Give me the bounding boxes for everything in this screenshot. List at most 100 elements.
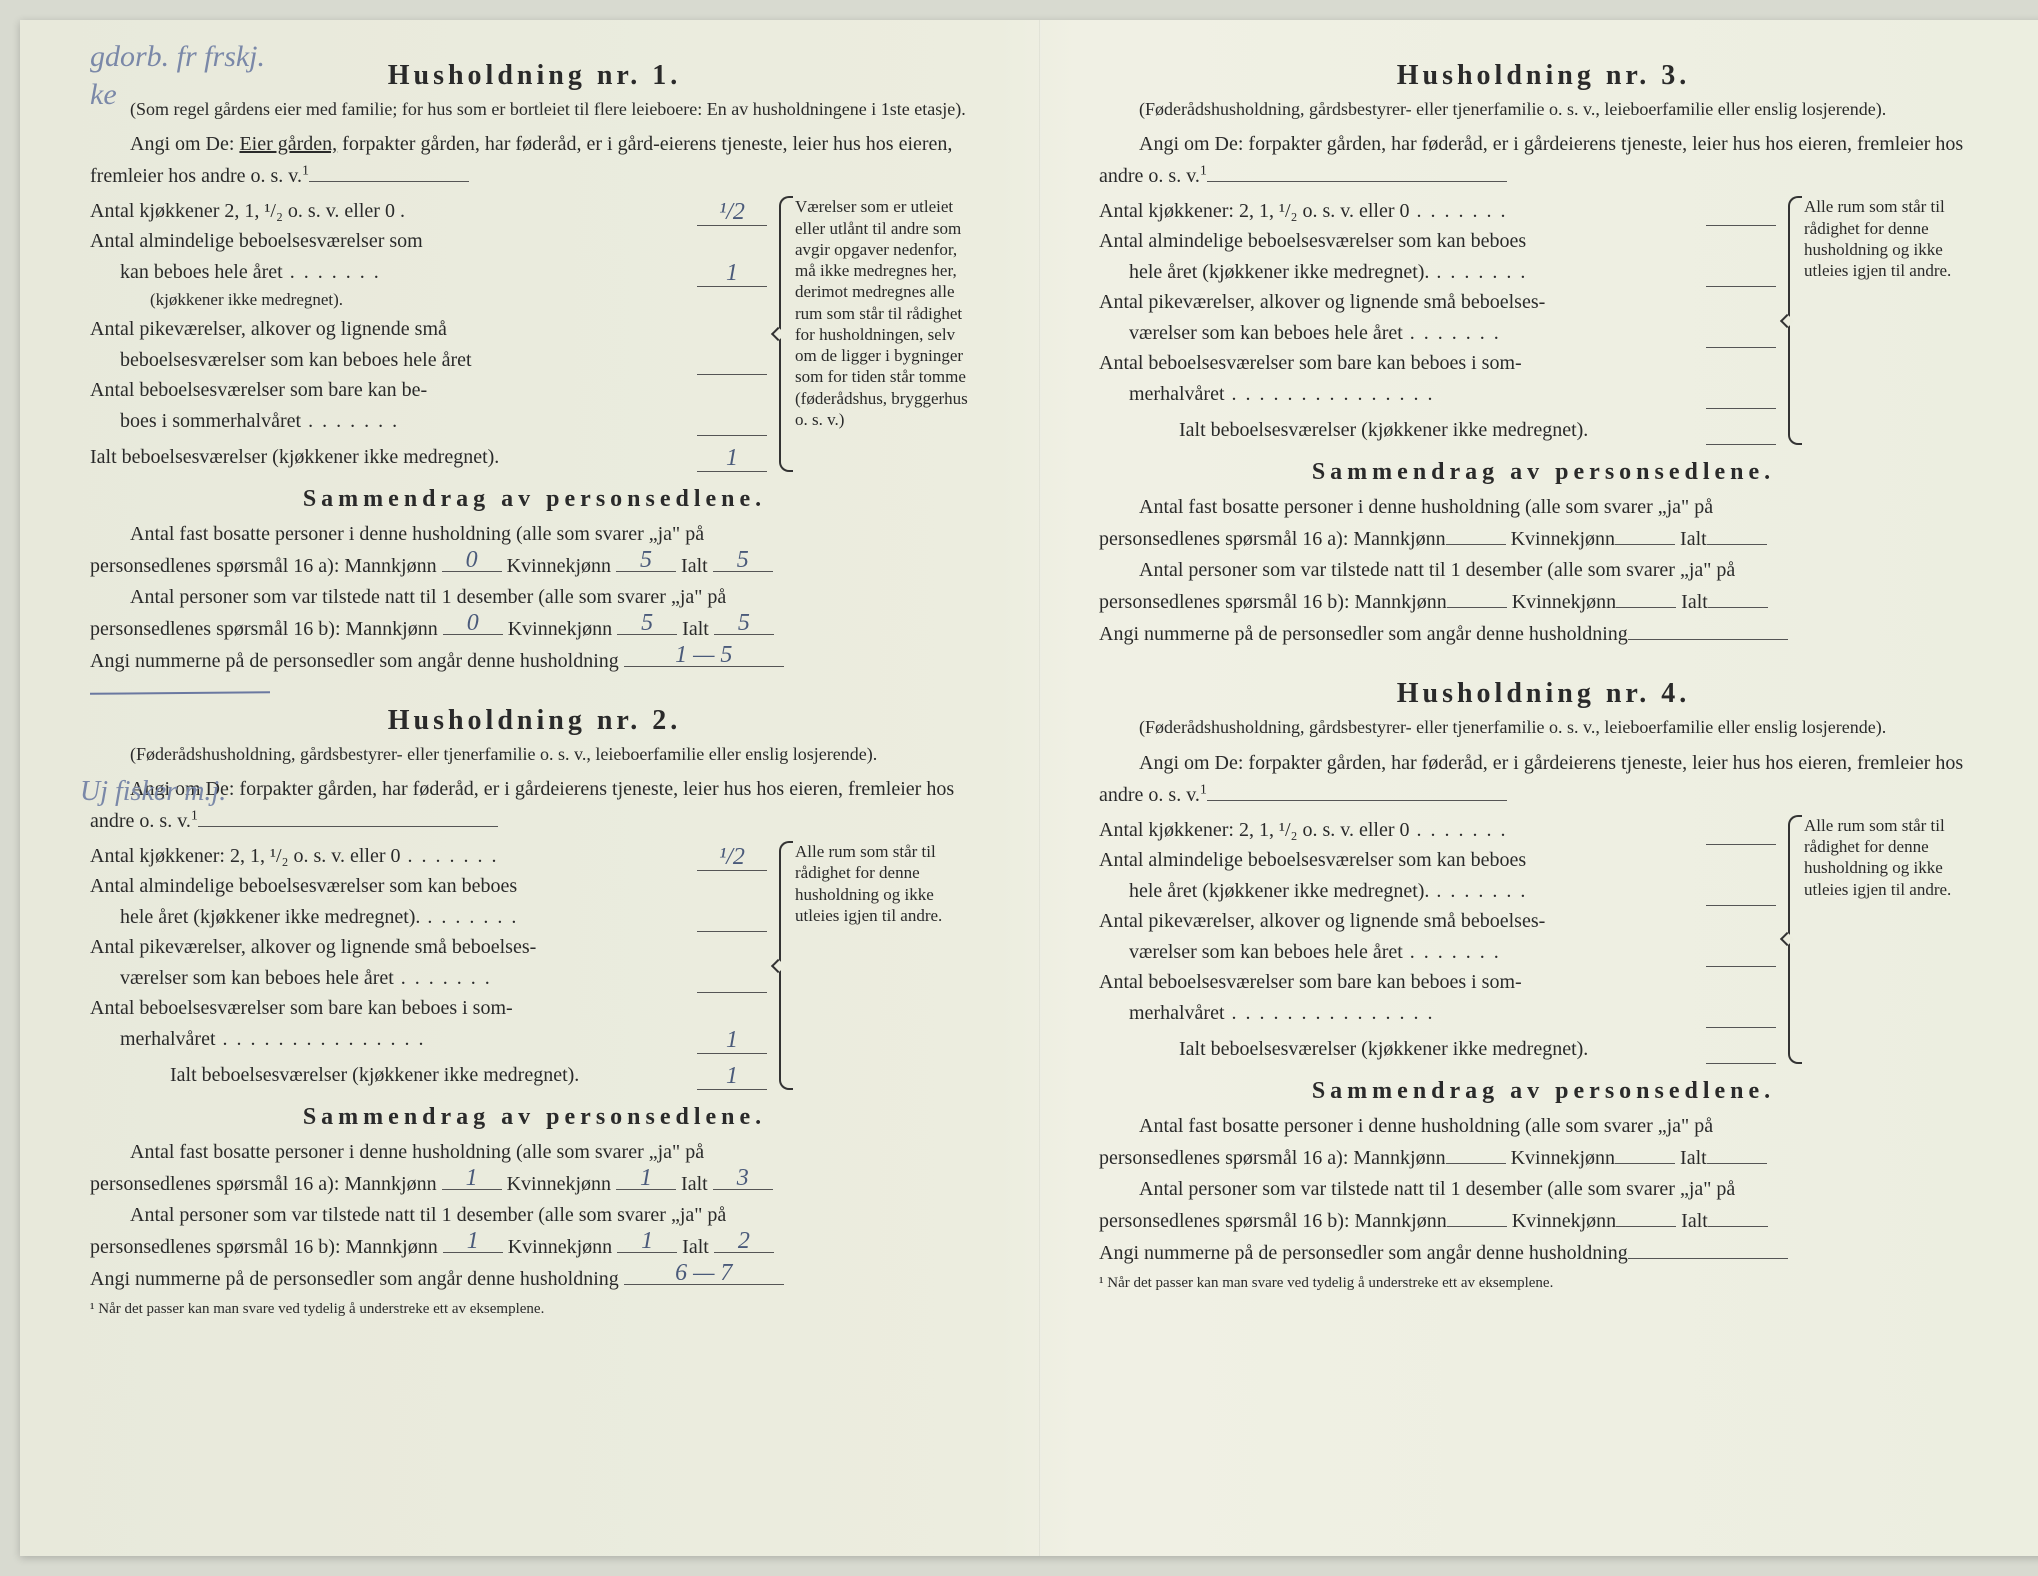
h2-fast-ialt-h: 3	[737, 1160, 749, 1197]
h4-pike-2: værelser som kan beboes hele året	[1129, 941, 1403, 963]
h2-sommer-h: 1	[726, 1022, 738, 1058]
h1-nummer-val: 1 — 5	[624, 645, 784, 667]
h1-fast-mann: 0	[442, 550, 502, 572]
h1-natt-ialt-h: 5	[738, 605, 750, 642]
h2-fast-kv: 1	[616, 1168, 676, 1190]
h3-fast-kv-lbl: Kvinnekjønn	[1511, 528, 1615, 550]
handwritten-mid: Uj fisker m.j.	[80, 776, 226, 808]
h1-ialt-lbl: Ialt beboelsesværelser (kjøkkener ikke m…	[90, 442, 697, 472]
h3-pike-val	[1706, 324, 1776, 348]
h2-alm-2: hele året (kjøkkener ikke medregnet).	[120, 906, 420, 928]
h4-natt-ialt-lbl: Ialt	[1681, 1210, 1708, 1232]
h1-nummer-lbl: Angi nummerne på de personsedler som ang…	[90, 650, 619, 672]
h1-sammendrag-title: Sammendrag av personsedlene.	[90, 486, 979, 513]
h2-pike-1: Antal pikeværelser, alkover og lignende …	[90, 932, 767, 963]
h1-natt-2: personsedlenes spørsmål 16 b): Mannkjønn…	[90, 613, 979, 645]
h4-natt-kv-lbl: Kvinnekjønn	[1512, 1210, 1616, 1232]
h3-side-note: Alle rum som står til rådighet for denne…	[1788, 196, 1988, 445]
h1-natt-kv-lbl: Kvinnekjønn	[508, 618, 612, 640]
h1-ialt-val: 1	[697, 448, 767, 472]
h4-sammendrag-title: Sammendrag av personsedlene.	[1099, 1078, 1988, 1105]
h4-fast-ialt	[1707, 1142, 1767, 1164]
h2-natt-2: personsedlenes spørsmål 16 b): Mannkjønn…	[90, 1231, 979, 1263]
h3-side-text: Alle rum som står til rådighet for denne…	[1804, 197, 1951, 280]
h3-sammendrag-title: Sammendrag av personsedlene.	[1099, 459, 1988, 486]
h4-fast-2: personsedlenes spørsmål 16 a): Mannkjønn…	[1099, 1142, 1988, 1174]
h1-rooms-block: Antal kjøkkener 2, 1, ¹/₂ o. s. v. eller…	[90, 196, 979, 471]
h3-alm-val	[1706, 263, 1776, 287]
h3-sommer-val	[1706, 385, 1776, 409]
h3-nummer-lbl: Angi nummerne på de personsedler som ang…	[1099, 623, 1628, 645]
h4-natt-ialt	[1708, 1205, 1768, 1227]
h2-ialt-h: 1	[726, 1058, 738, 1094]
h1-angi-u: Eier gården,	[239, 133, 337, 155]
h1-alm-paren: (kjøkkener ikke medregnet).	[90, 287, 767, 313]
h3-alm-2: hele året (kjøkkener ikke medregnet).	[1129, 261, 1429, 283]
h2-natt-ialt-h: 2	[738, 1223, 750, 1260]
h1-fast-ialt: 5	[713, 550, 773, 572]
h4-natt-kv	[1616, 1205, 1676, 1227]
h1-angi-blank	[309, 160, 469, 182]
brace-icon	[779, 196, 793, 471]
h3-kjokken-val	[1706, 202, 1776, 226]
h2-angi-blank	[198, 805, 498, 827]
h1-fast-kv-lbl: Kvinnekjønn	[507, 555, 611, 577]
h4-fast-mann	[1446, 1142, 1506, 1164]
h2-fast-kv-h: 1	[640, 1160, 652, 1197]
h3-natt-1: Antal personer som var tilstede natt til…	[1099, 555, 1988, 586]
h1-sommer-1: Antal beboelsesværelser som bare kan be-	[90, 375, 767, 406]
handwritten-top-2: ke	[90, 78, 117, 112]
h1-kjokken-hand: ¹/2	[719, 194, 745, 230]
h1-natt-pre: personsedlenes spørsmål 16 b): Mannkjønn	[90, 618, 438, 640]
h3-kjokken-lbl: Antal kjøkkener: 2, 1, ¹/₂ o. s. v. elle…	[1099, 200, 1410, 222]
h2-pike-2: værelser som kan beboes hele året	[120, 967, 394, 989]
h4-side-text: Alle rum som står til rådighet for denne…	[1804, 816, 1951, 899]
h2-side-text: Alle rum som står til rådighet for denne…	[795, 842, 942, 925]
sup-1: 1	[302, 164, 309, 179]
h1-alm-val: 1	[697, 263, 767, 287]
h4-kjokken-lbl: Antal kjøkkener: 2, 1, ¹/₂ o. s. v. elle…	[1099, 819, 1410, 841]
h3-ialt-lbl: Ialt beboelsesværelser (kjøkkener ikke m…	[1099, 415, 1706, 445]
h1-alm-hand: 1	[726, 255, 738, 291]
h4-footnote: ¹ Når det passer kan man svare ved tydel…	[1099, 1275, 1988, 1292]
h1-side-note: Værelser som er utleiet eller utlånt til…	[779, 196, 979, 471]
h4-pike-val	[1706, 943, 1776, 967]
h1-angi-pre: Angi om De:	[130, 133, 239, 155]
sup-3: 1	[1200, 164, 1207, 179]
brace-icon-2	[779, 841, 793, 1090]
h4-nummer: Angi nummerne på de personsedler som ang…	[1099, 1237, 1988, 1269]
h4-fast-kv-lbl: Kvinnekjønn	[1511, 1147, 1615, 1169]
h2-sammendrag-title: Sammendrag av personsedlene.	[90, 1104, 979, 1131]
h3-fast-mann	[1446, 523, 1506, 545]
h1-natt-ialt: 5	[714, 613, 774, 635]
h2-natt-1: Antal personer som var tilstede natt til…	[90, 1200, 979, 1231]
h2-natt-ialt: 2	[714, 1231, 774, 1253]
h4-sommer-2: merhalvåret	[1129, 1002, 1225, 1024]
h4-sommer-1: Antal beboelsesværelser som bare kan beb…	[1099, 967, 1776, 998]
h4-natt-pre: personsedlenes spørsmål 16 b): Mannkjønn	[1099, 1210, 1447, 1232]
h2-fast-kv-lbl: Kvinnekjønn	[507, 1173, 611, 1195]
h2-natt-mann: 1	[443, 1231, 503, 1253]
h2-nummer-val: 6 — 7	[624, 1263, 784, 1285]
h4-fast-ialt-lbl: Ialt	[1680, 1147, 1707, 1169]
h2-side-note: Alle rum som står til rådighet for denne…	[779, 841, 979, 1090]
h3-sommer-1: Antal beboelsesværelser som bare kan beb…	[1099, 348, 1776, 379]
h2-rooms-left: Antal kjøkkener: 2, 1, ¹/₂ o. s. v. elle…	[90, 841, 767, 1090]
h3-pike-1: Antal pikeværelser, alkover og lignende …	[1099, 287, 1776, 318]
h4-sommer-val	[1706, 1004, 1776, 1028]
h2-nummer-h: 6 — 7	[675, 1255, 732, 1292]
h4-natt-2: personsedlenes spørsmål 16 b): Mannkjønn…	[1099, 1205, 1988, 1237]
h2-ialt-val: 1	[697, 1066, 767, 1090]
h1-side-text: Værelser som er utleiet eller utlånt til…	[795, 197, 968, 429]
h1-pike-val	[697, 351, 767, 375]
h4-angi: Angi om De: forpakter gården, har føderå…	[1099, 748, 1988, 811]
h4-subnote: (Føderådshusholdning, gårdsbestyrer- ell…	[1099, 716, 1988, 739]
h1-sommer-2: boes i sommerhalvåret	[120, 410, 301, 432]
h4-natt-mann	[1447, 1205, 1507, 1227]
h1-nummer: Angi nummerne på de personsedler som ang…	[90, 645, 979, 677]
h1-natt-mann: 0	[443, 613, 503, 635]
h1-fast-1: Antal fast bosatte personer i denne hush…	[90, 519, 979, 550]
right-column: Husholdning nr. 3. (Føderådshusholdning,…	[1039, 20, 2038, 1556]
h2-sommer-1: Antal beboelsesværelser som bare kan beb…	[90, 993, 767, 1024]
h2-natt-pre: personsedlenes spørsmål 16 b): Mannkjønn	[90, 1236, 438, 1258]
